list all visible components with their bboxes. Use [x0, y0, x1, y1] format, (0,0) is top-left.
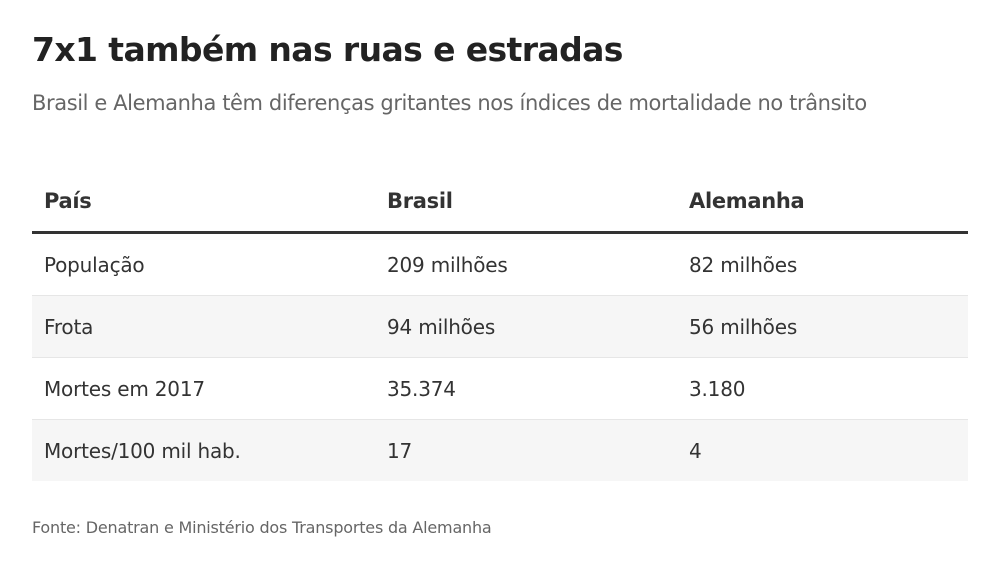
- germany-value: 4: [677, 419, 968, 481]
- table-row: População 209 milhões 82 milhões: [32, 233, 968, 296]
- table-row: Mortes/100 mil hab. 17 4: [32, 419, 968, 481]
- column-header-brazil: Brasil: [375, 170, 677, 234]
- comparison-table: País Brasil Alemanha População 209 milhõ…: [32, 170, 968, 481]
- row-label: Mortes/100 mil hab.: [32, 419, 375, 481]
- row-label: Frota: [32, 295, 375, 358]
- column-header-germany: Alemanha: [677, 170, 968, 234]
- germany-value: 56 milhões: [677, 295, 968, 358]
- brazil-value: 94 milhões: [375, 295, 677, 358]
- germany-value: 82 milhões: [689, 252, 798, 277]
- table-header: País Brasil Alemanha: [32, 170, 968, 234]
- chart-subtitle: Brasil e Alemanha têm diferenças gritant…: [32, 91, 867, 115]
- brazil-value: 35.374: [387, 376, 456, 401]
- row-label: Mortes em 2017: [44, 376, 205, 401]
- brazil-value: 209 milhões: [387, 252, 508, 277]
- chart-title: 7x1 também nas ruas e estradas: [32, 30, 623, 69]
- table-row: Frota 94 milhões 56 milhões: [32, 295, 968, 358]
- column-header-country: País: [32, 170, 375, 234]
- table-body: População 209 milhões 82 milhões Frota 9…: [32, 233, 968, 481]
- source-note: Fonte: Denatran e Ministério dos Transpo…: [32, 518, 492, 537]
- table-row: Mortes em 2017 35.374 3.180: [32, 358, 968, 420]
- row-label: População: [44, 252, 145, 277]
- header-row: País Brasil Alemanha: [32, 170, 968, 234]
- brazil-value: 17: [375, 419, 677, 481]
- germany-value: 3.180: [689, 376, 746, 401]
